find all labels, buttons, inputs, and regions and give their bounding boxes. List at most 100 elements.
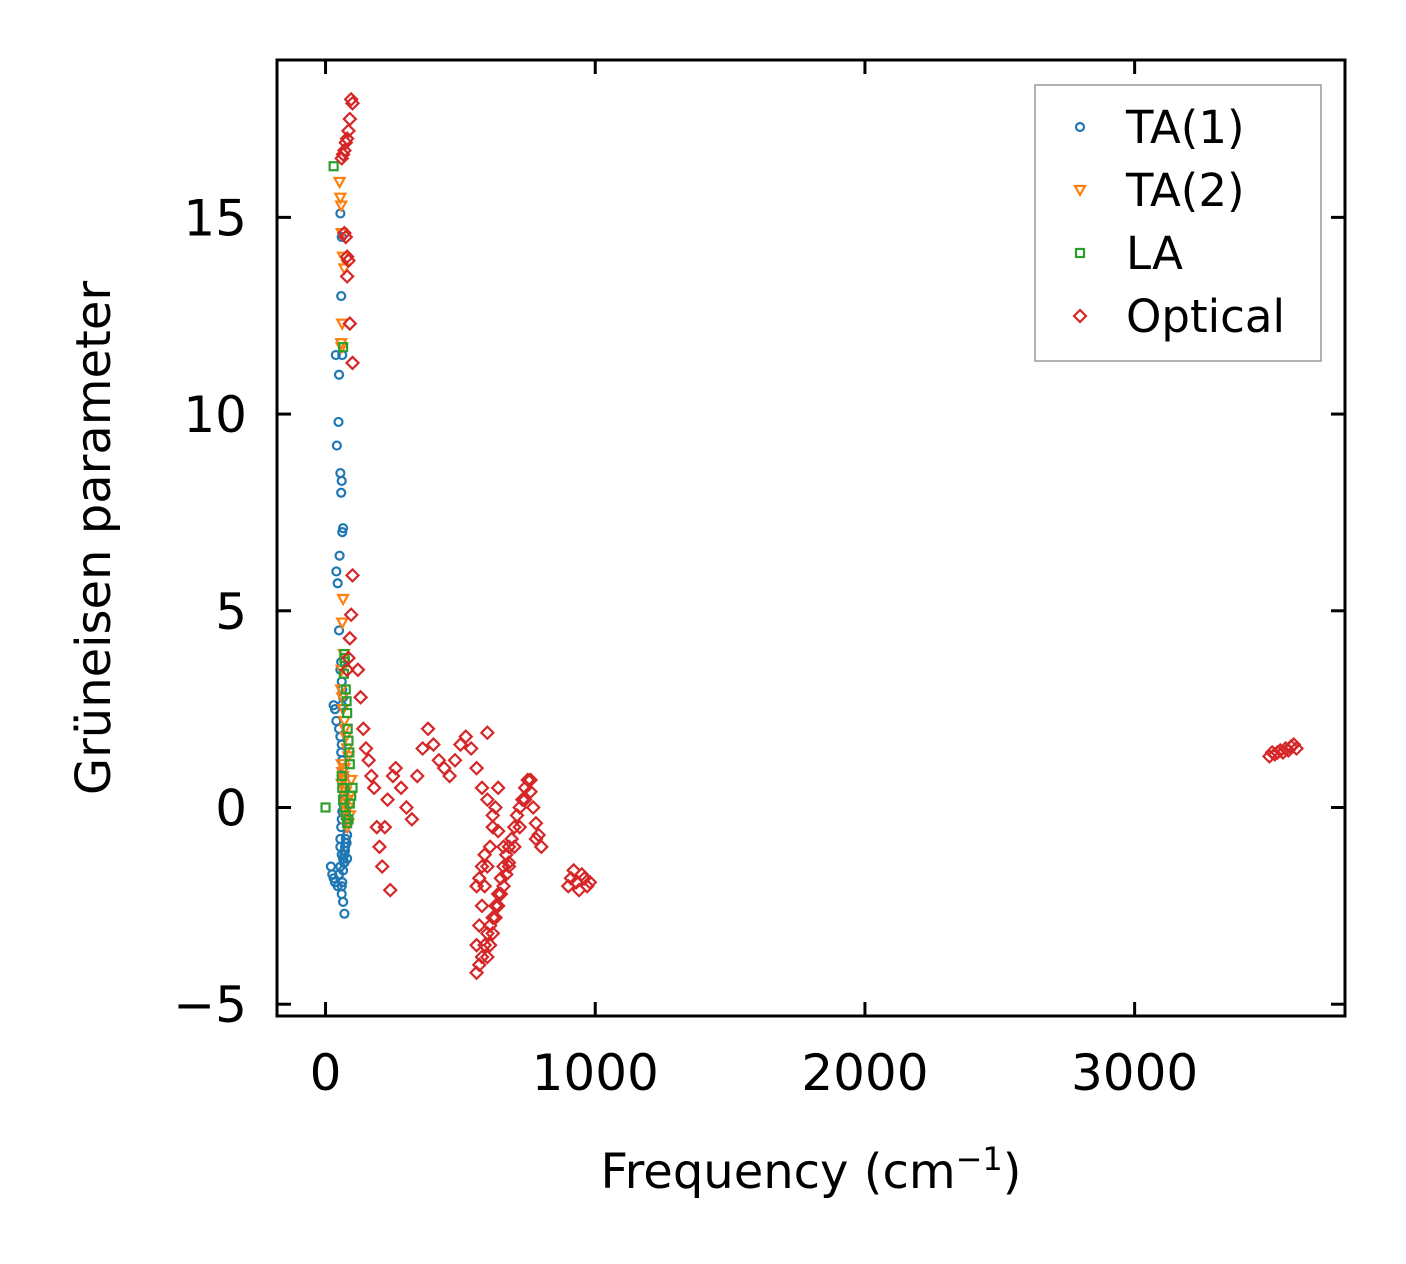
- data-point: [337, 896, 349, 908]
- data-point: [490, 898, 506, 914]
- data-point: [328, 161, 339, 172]
- series-ta-1: [325, 208, 353, 919]
- data-point: [487, 799, 504, 816]
- data-point: [331, 566, 342, 577]
- data-point: [342, 853, 353, 864]
- data-point: [343, 814, 354, 825]
- data-point: [339, 131, 355, 147]
- data-point: [490, 780, 506, 796]
- x-tick-label: 1000: [532, 1044, 659, 1102]
- data-point: [477, 847, 493, 863]
- data-point: [495, 878, 512, 894]
- data-point: [337, 782, 348, 793]
- data-point: [520, 772, 536, 788]
- data-point: [338, 229, 354, 245]
- data-point: [533, 839, 549, 855]
- data-point: [347, 782, 358, 793]
- data-point: [355, 721, 371, 737]
- data-point: [485, 819, 501, 835]
- data-point: [522, 784, 539, 800]
- data-point: [344, 95, 361, 111]
- data-point: [342, 316, 358, 332]
- data-point: [512, 819, 528, 835]
- data-point: [353, 689, 369, 705]
- data-point: [332, 578, 343, 589]
- data-point: [331, 440, 342, 451]
- x-tick-label: 0: [310, 1044, 342, 1102]
- data-point: [333, 192, 348, 205]
- data-point: [340, 123, 357, 139]
- data-point: [363, 768, 379, 784]
- data-point: [479, 792, 495, 808]
- data-point: [336, 593, 350, 607]
- data-point: [344, 355, 361, 371]
- data-point: [415, 740, 431, 757]
- legend-marker-diamond-icon: [1072, 308, 1088, 324]
- data-point: [514, 792, 530, 808]
- data-point: [336, 487, 347, 498]
- data-point: [339, 268, 355, 284]
- data-point: [333, 369, 345, 380]
- legend-label: LA: [1126, 227, 1183, 280]
- data-point: [471, 870, 487, 886]
- data-point: [341, 837, 352, 848]
- data-point: [1288, 740, 1305, 757]
- legend-label: TA(2): [1125, 164, 1245, 217]
- data-point: [485, 925, 501, 941]
- data-point: [340, 253, 357, 269]
- legend-item: TA(2): [1073, 164, 1245, 217]
- data-point: [525, 799, 541, 816]
- data-point: [469, 760, 485, 776]
- legend-item: LA: [1074, 227, 1183, 280]
- data-point: [490, 823, 506, 839]
- data-point: [350, 662, 366, 678]
- y-tick-label: 10: [183, 386, 247, 444]
- legend-label: Optical: [1126, 290, 1285, 343]
- data-point: [469, 937, 485, 953]
- series-optical: [334, 91, 1305, 981]
- data-point: [487, 910, 504, 926]
- data-point: [336, 290, 347, 302]
- data-point: [344, 567, 361, 583]
- data-point: [334, 150, 350, 166]
- data-point: [447, 752, 463, 768]
- data-point: [382, 882, 398, 898]
- data-point: [333, 625, 345, 636]
- legend-marker-square-icon: [1074, 247, 1086, 259]
- data-point: [404, 811, 420, 827]
- data-point: [336, 225, 352, 241]
- data-point: [335, 146, 351, 162]
- legend-item: TA(1): [1074, 101, 1245, 154]
- data-point: [343, 607, 359, 623]
- data-point: [336, 881, 347, 892]
- data-point: [361, 752, 377, 768]
- y-tick-label: 0: [215, 779, 247, 837]
- data-point: [506, 819, 522, 835]
- data-point: [374, 858, 390, 875]
- data-point: [458, 729, 474, 745]
- data-point: [334, 200, 349, 213]
- legend-marker-circle-icon: [1074, 121, 1086, 133]
- data-point: [485, 910, 501, 926]
- data-point: [501, 855, 517, 871]
- y-axis-label: Grüneisen parameter: [66, 281, 122, 796]
- data-point: [504, 831, 520, 847]
- x-tick-label: 3000: [1071, 1044, 1198, 1102]
- data-point: [334, 550, 345, 561]
- legend: TA(1) TA(2) LA Optical: [1034, 84, 1322, 362]
- data-point: [1275, 744, 1291, 760]
- data-point: [342, 630, 358, 646]
- data-point: [498, 866, 514, 882]
- legend-marker-triangle-down-icon: [1073, 184, 1087, 198]
- data-point: [332, 176, 347, 190]
- data-point: [338, 135, 354, 151]
- data-point: [358, 740, 374, 757]
- data-point: [463, 740, 479, 757]
- data-point: [409, 768, 425, 784]
- x-axis-label-main: Frequency (cm: [600, 1144, 955, 1200]
- data-point: [479, 725, 495, 741]
- data-point: [329, 704, 341, 715]
- data-point: [420, 721, 436, 737]
- data-point: [337, 526, 348, 538]
- data-point: [343, 735, 354, 746]
